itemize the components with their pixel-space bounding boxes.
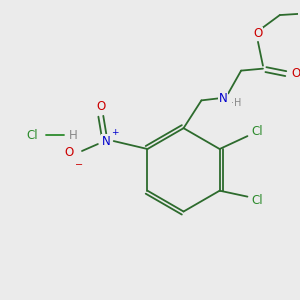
Text: +: + <box>111 128 118 136</box>
Text: ·H: ·H <box>231 98 241 108</box>
Text: N: N <box>101 135 110 148</box>
Text: −: − <box>75 160 83 170</box>
Text: H: H <box>69 129 78 142</box>
Text: Cl: Cl <box>26 129 38 142</box>
Text: O: O <box>291 67 300 80</box>
Text: N: N <box>219 92 228 105</box>
Text: O: O <box>64 146 74 160</box>
Text: Cl: Cl <box>251 194 263 207</box>
Text: O: O <box>96 100 106 113</box>
Text: O: O <box>254 27 262 40</box>
Text: Cl: Cl <box>251 124 263 138</box>
